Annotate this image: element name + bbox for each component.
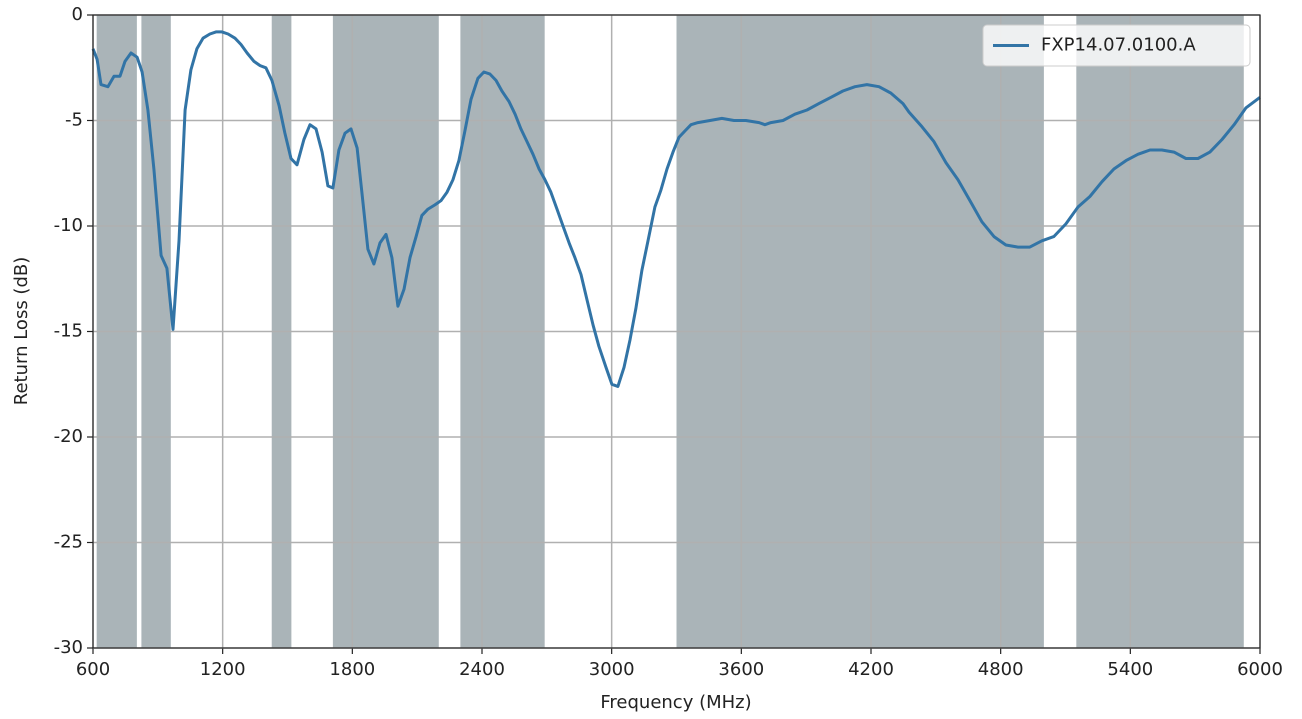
x-tick-label: 1800 <box>329 659 375 680</box>
legend-box <box>982 24 1251 67</box>
y-tick-label: -5 <box>65 110 83 131</box>
y-axis-label: Return Loss (dB) <box>11 257 32 405</box>
x-tick-label: 1200 <box>200 659 246 680</box>
plot-frame <box>92 14 1261 649</box>
x-tick-label: 600 <box>76 659 110 680</box>
x-tick-label: 2400 <box>459 659 505 680</box>
legend: FXP14.07.0100.A <box>982 24 1251 67</box>
y-tick-label: -20 <box>54 426 83 447</box>
x-tick-label: 4800 <box>978 659 1024 680</box>
x-tick-label: 5400 <box>1107 659 1153 680</box>
data-line <box>91 30 1261 388</box>
legend-label: FXP14.07.0100.A <box>1041 35 1196 56</box>
y-tick-label: 0 <box>72 4 83 25</box>
x-tick-label: 3600 <box>718 659 764 680</box>
x-axis-label: Frequency (MHz) <box>600 692 751 713</box>
y-tick-label: -10 <box>54 215 83 236</box>
y-tick-label: -25 <box>54 532 83 553</box>
x-tick-label: 6000 <box>1237 659 1283 680</box>
y-tick-label: -30 <box>54 637 83 658</box>
x-tick-label: 4200 <box>848 659 894 680</box>
x-tick-label: 3000 <box>589 659 635 680</box>
y-tick-label: -15 <box>54 321 83 342</box>
